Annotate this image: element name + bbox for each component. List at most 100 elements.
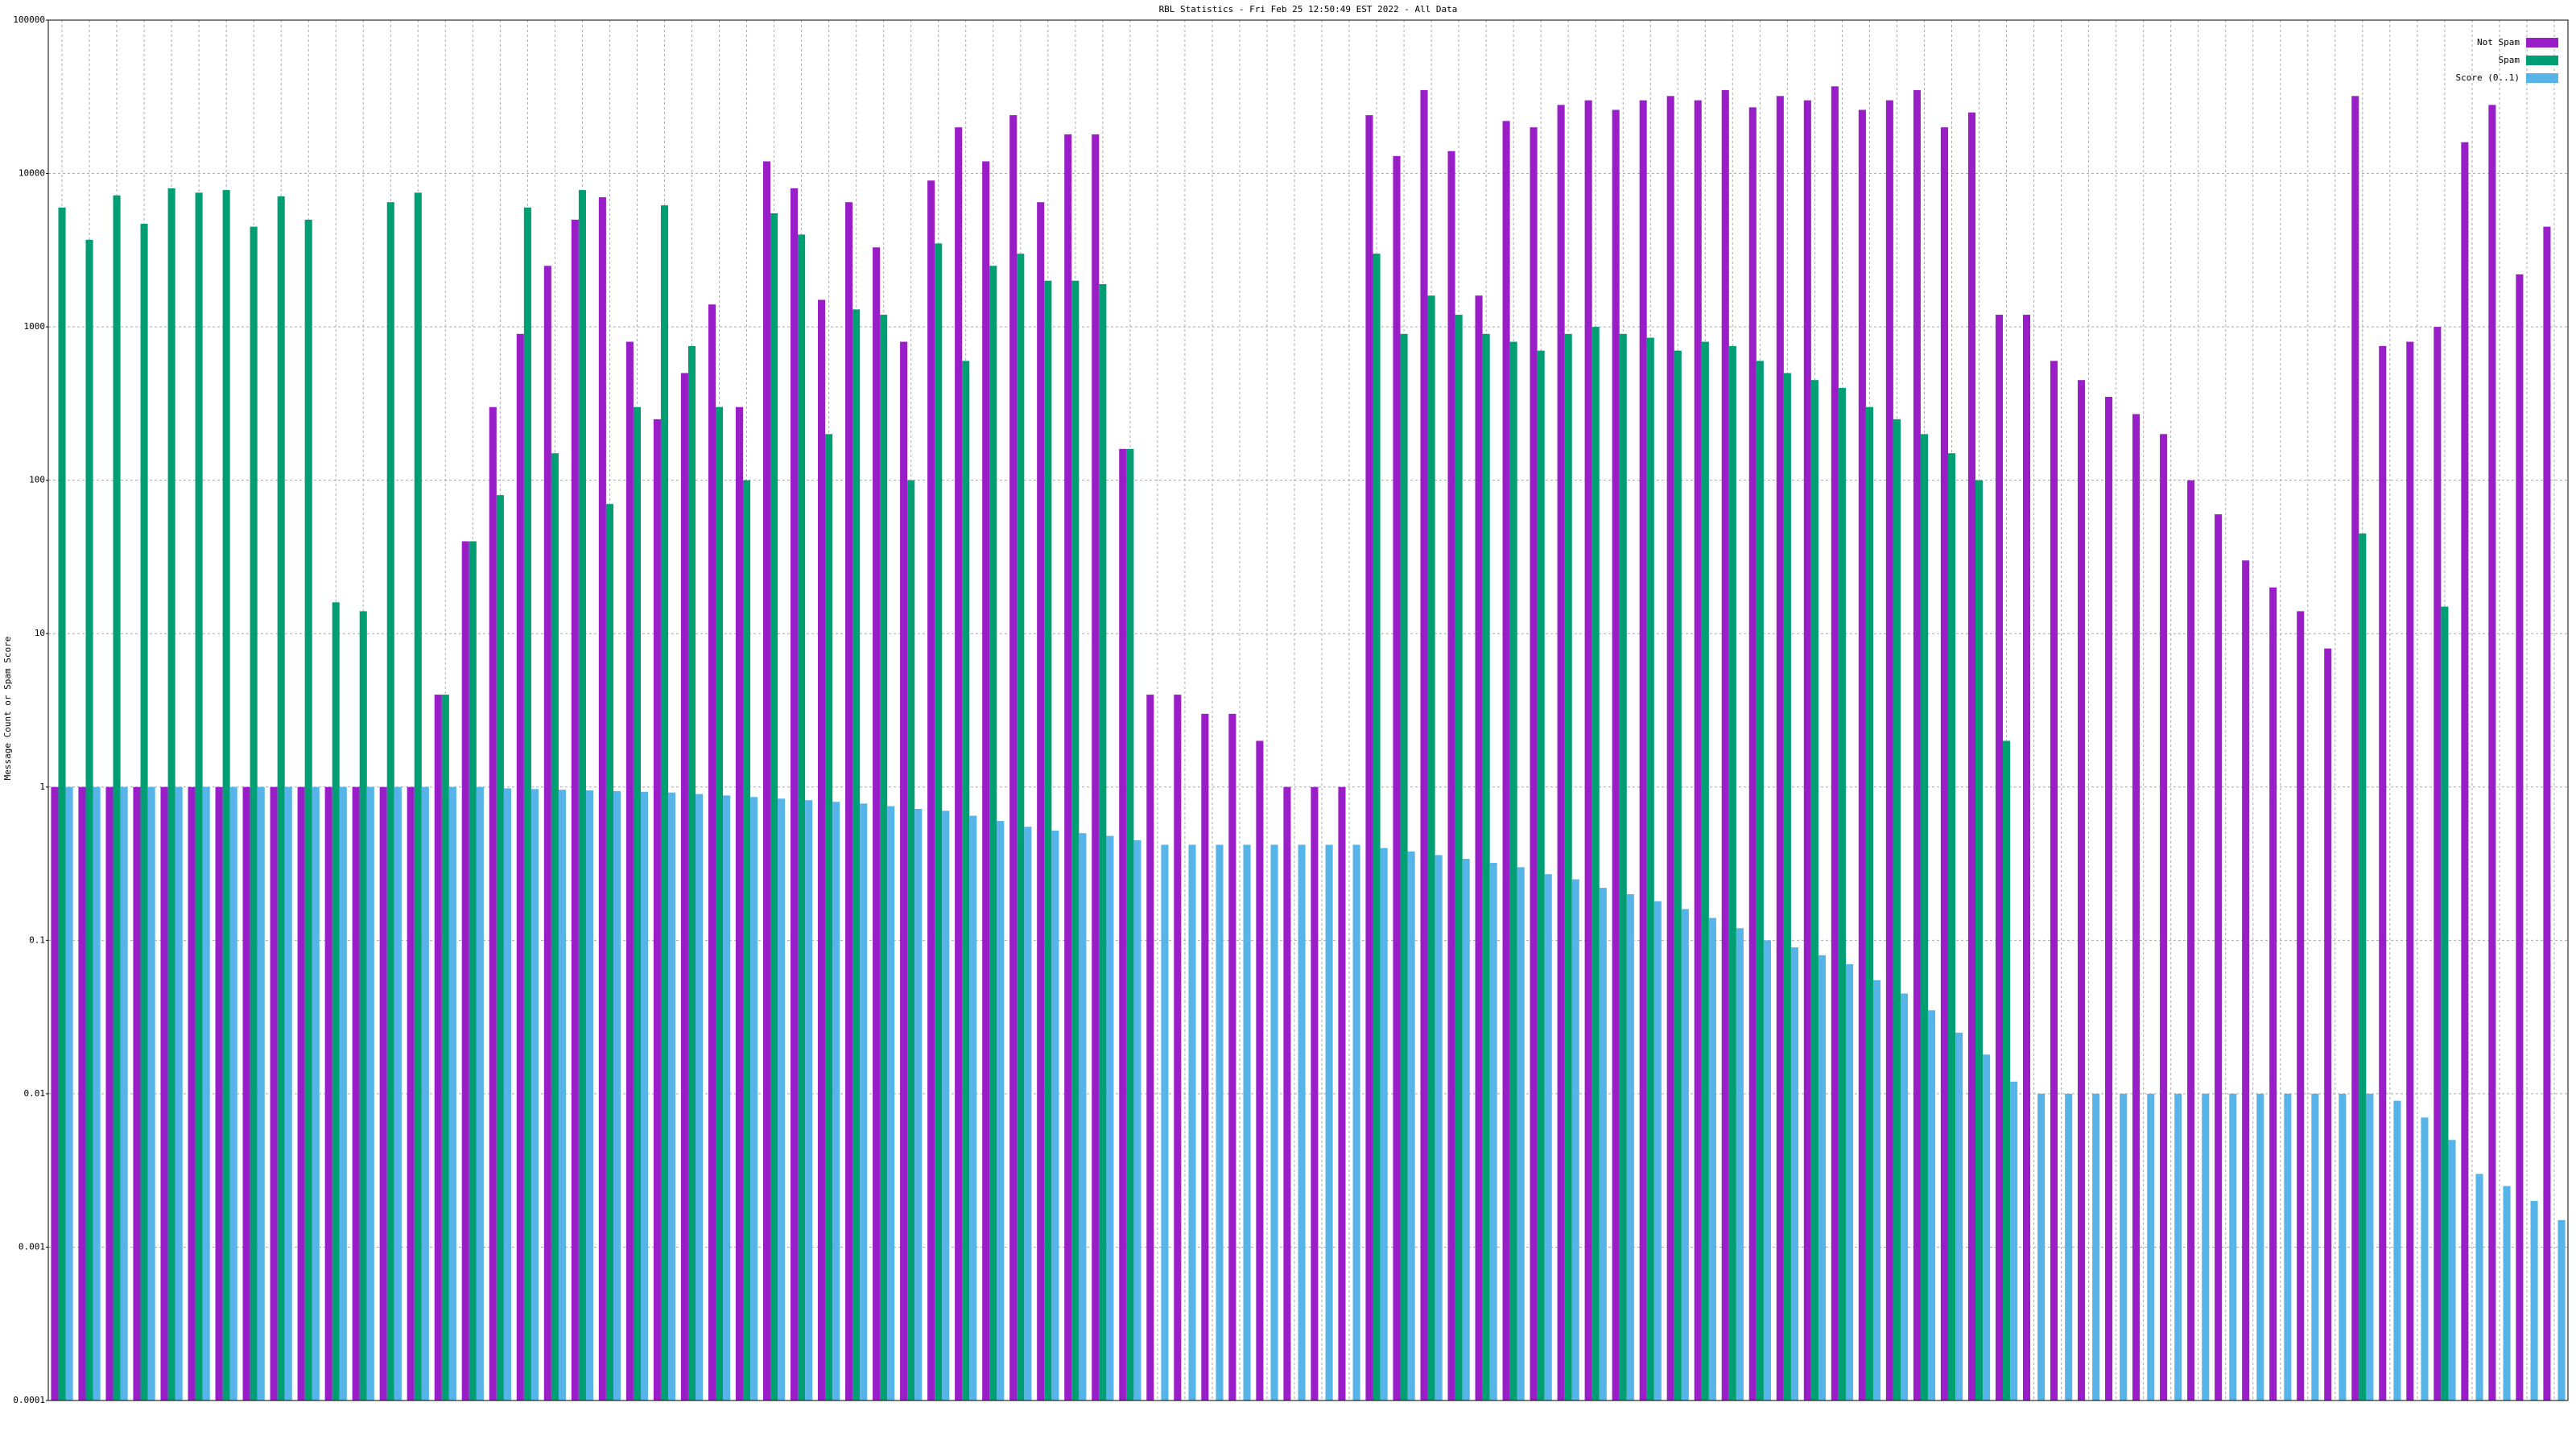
- bar: [1564, 333, 1572, 1400]
- bar: [2202, 1093, 2210, 1400]
- bar: [1831, 86, 1839, 1400]
- bar: [1975, 480, 1984, 1400]
- bar: [188, 786, 196, 1400]
- bar: [1947, 453, 1956, 1400]
- bar: [750, 797, 758, 1400]
- bar: [1071, 280, 1080, 1400]
- bar: [2475, 1174, 2483, 1400]
- bar: [2406, 341, 2414, 1400]
- y-tick-label: 0.1: [29, 934, 45, 945]
- bar: [880, 315, 888, 1400]
- bar: [2543, 226, 2551, 1401]
- bar: [1858, 109, 1866, 1400]
- bar: [312, 786, 320, 1400]
- bar: [530, 789, 539, 1400]
- bar: [790, 188, 799, 1400]
- bar: [2434, 327, 2442, 1401]
- y-tick-label: 0.01: [24, 1088, 46, 1099]
- bar: [2078, 380, 2086, 1401]
- bar: [914, 808, 923, 1400]
- legend-swatch: [2526, 56, 2558, 65]
- bar: [448, 786, 456, 1400]
- bar: [558, 790, 567, 1400]
- bar: [1845, 963, 1854, 1400]
- bar: [1092, 134, 1100, 1400]
- bar: [65, 786, 73, 1400]
- bar: [1455, 315, 1463, 1400]
- bar: [222, 190, 230, 1400]
- bar: [332, 602, 340, 1400]
- bar: [503, 788, 511, 1400]
- bar: [1776, 96, 1784, 1401]
- bar: [1756, 361, 1764, 1400]
- bar: [2120, 1093, 2128, 1400]
- bar: [1325, 844, 1333, 1400]
- bar: [2311, 1093, 2319, 1400]
- bar: [1256, 740, 1264, 1400]
- bar: [1763, 940, 1771, 1400]
- bar: [613, 790, 621, 1400]
- bar: [825, 434, 833, 1400]
- bar: [1188, 844, 1196, 1400]
- bar: [1530, 127, 1538, 1400]
- y-tick-label: 0.0001: [13, 1395, 45, 1405]
- bar: [743, 480, 751, 1400]
- bar: [1653, 901, 1662, 1400]
- bar: [120, 786, 128, 1400]
- bar: [1283, 786, 1291, 1400]
- bar: [2324, 648, 2332, 1400]
- bar: [1544, 874, 1552, 1400]
- bar: [625, 341, 634, 1400]
- bar: [907, 480, 915, 1400]
- bar: [1024, 827, 1032, 1400]
- bar: [1694, 100, 1702, 1400]
- bar: [2022, 315, 2031, 1400]
- bar: [1940, 127, 1948, 1400]
- bar: [989, 266, 997, 1400]
- bar: [215, 786, 223, 1400]
- bar: [1790, 947, 1798, 1400]
- bar: [1201, 713, 1209, 1400]
- y-tick-label: 100000: [13, 14, 45, 25]
- bar: [818, 299, 826, 1401]
- bar: [1701, 341, 1709, 1400]
- bar: [175, 786, 183, 1400]
- bar: [2379, 345, 2387, 1400]
- bar: [1920, 434, 1929, 1400]
- bar: [668, 792, 676, 1400]
- bar: [2488, 105, 2496, 1400]
- bar: [585, 790, 594, 1400]
- bar: [887, 806, 895, 1400]
- bar: [1591, 327, 1600, 1401]
- bar: [1380, 848, 1388, 1400]
- bar: [1619, 333, 1627, 1400]
- bar: [962, 361, 970, 1400]
- bar: [167, 188, 175, 1400]
- bar: [845, 202, 853, 1401]
- bar: [250, 226, 258, 1401]
- bar: [1584, 100, 1592, 1400]
- bar: [352, 786, 360, 1400]
- y-tick-label: 10000: [19, 168, 45, 179]
- bar: [578, 190, 586, 1400]
- bar: [1967, 112, 1975, 1401]
- bar: [762, 161, 771, 1400]
- bar: [2105, 396, 2113, 1401]
- bar: [1838, 387, 1846, 1400]
- bar: [1571, 879, 1579, 1400]
- bar: [1810, 380, 1818, 1401]
- bar: [257, 786, 265, 1400]
- bar: [852, 309, 861, 1400]
- bar: [1818, 955, 1827, 1400]
- bar: [1311, 786, 1319, 1400]
- bar: [2187, 480, 2195, 1400]
- legend-label: Score (0..1): [2456, 72, 2520, 83]
- bar: [1681, 909, 1689, 1400]
- bar: [1407, 851, 1415, 1400]
- bar: [1502, 121, 1510, 1400]
- bar: [1365, 115, 1373, 1400]
- bar: [1674, 350, 1682, 1400]
- bar: [805, 800, 813, 1400]
- bar: [1228, 713, 1236, 1400]
